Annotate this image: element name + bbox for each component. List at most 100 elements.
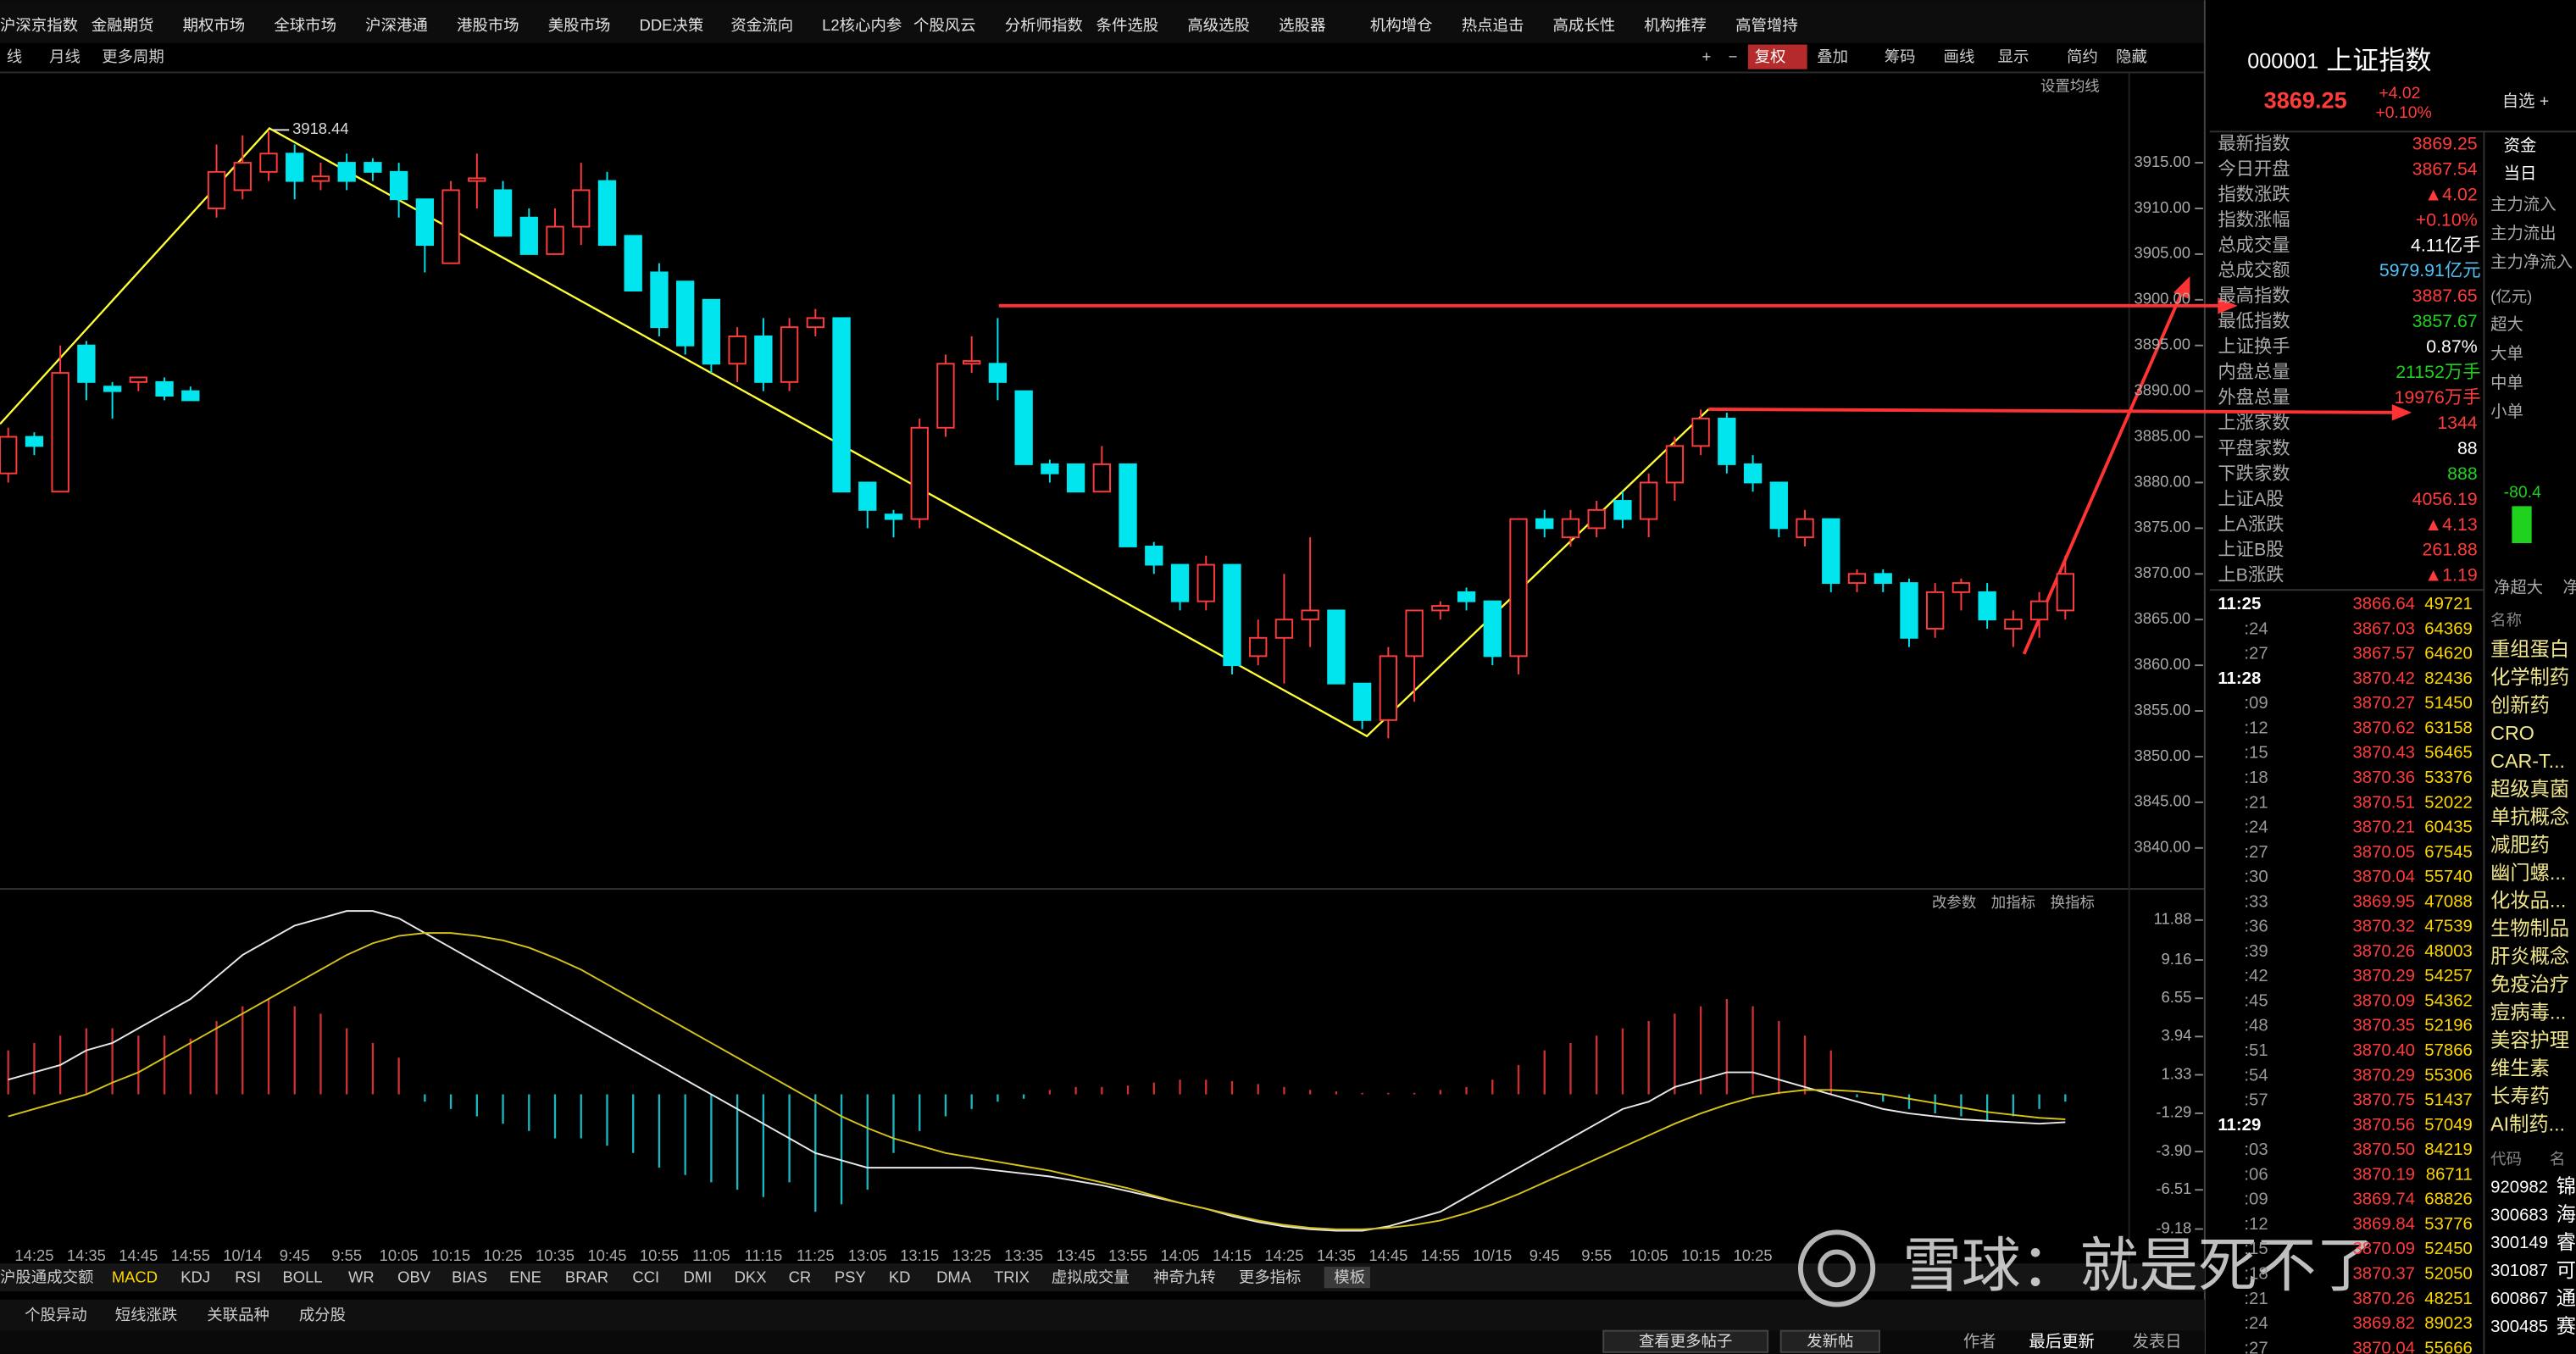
bottom-tab[interactable]: 个股异动 [25,1306,87,1323]
side-tab[interactable]: 资金 [2504,136,2537,155]
indicator-tab[interactable]: BRAR [565,1268,608,1285]
sector-name[interactable]: 生物制品 [2490,918,2569,940]
stock-code[interactable]: 300485 [2490,1318,2548,1336]
stock-code[interactable]: 300683 [2490,1206,2548,1224]
indicator-tab[interactable]: RSI [235,1268,261,1285]
tool-button[interactable]: + [1702,47,1712,65]
indicator-tab[interactable]: TRIX [994,1268,1030,1285]
menu-item[interactable]: 港股市场 [457,16,519,34]
stock-code[interactable]: 300149 [2490,1234,2548,1252]
sort-option[interactable]: 作者 [1963,1332,1996,1351]
menu-item[interactable]: 资金流向 [730,16,793,34]
bottom-tab[interactable]: 关联品种 [207,1306,269,1323]
sector-name[interactable]: 减肥药 [2490,834,2550,856]
stock-code[interactable]: 301087 [2490,1262,2548,1280]
sector-name[interactable]: 重组蛋白 [2490,638,2569,660]
stock-name[interactable]: 锦 [2557,1175,2576,1197]
tool-button[interactable]: − [1729,47,1738,65]
sector-name[interactable]: 创新药 [2490,694,2550,716]
indicator-tab[interactable]: WR [348,1268,375,1285]
indicator-tab[interactable]: PSY [835,1268,866,1285]
indicator-tool[interactable]: 加指标 [1991,894,2035,911]
indicator-tab[interactable]: CCI [632,1268,659,1285]
indicator-tab[interactable]: DMA [936,1268,972,1285]
sector-name[interactable]: AI制药... [2490,1113,2565,1135]
watchlist-button[interactable]: 自选 + [2502,92,2549,111]
sector-name[interactable]: CRO [2490,722,2534,744]
sort-option[interactable]: 最后更新 [2029,1332,2095,1351]
sector-name[interactable]: 化妆品... [2490,890,2566,912]
indicator-tab[interactable]: BOLL [282,1268,322,1285]
stock-name[interactable]: 睿 [2557,1231,2576,1253]
indicator-tab[interactable]: 沪股通成交额 [0,1268,93,1285]
menu-item[interactable]: 机构推荐 [1644,16,1707,34]
ma-setting[interactable]: 设置均线 [2040,78,2100,95]
sector-name[interactable]: 超级真菌 [2490,778,2569,800]
indicator-tab[interactable]: 神奇九转 [1153,1268,1216,1285]
period-button[interactable]: 线 [7,47,22,65]
sort-option[interactable]: 发表日 [2133,1332,2182,1351]
indicator-tool[interactable]: 换指标 [2051,894,2095,911]
indicator-tab[interactable]: ENE [509,1268,541,1285]
indicator-tab[interactable]: 更多指标 [1239,1268,1302,1285]
stock-name[interactable]: 海 [2557,1203,2576,1225]
indicator-tab[interactable]: 虚拟成交量 [1052,1268,1130,1285]
indicator-tab[interactable]: 模板 [1334,1268,1365,1285]
menu-item[interactable]: DDE决策 [640,16,704,34]
indicator-tab[interactable]: MACD [112,1268,158,1285]
menu-item[interactable]: 高管增持 [1735,16,1798,34]
bottom-tab[interactable]: 短线涨跌 [115,1306,178,1323]
button-frame[interactable] [1779,1329,1880,1353]
sector-name[interactable]: 维生素 [2490,1057,2550,1079]
menu-item[interactable]: 沪深京指数 [0,16,78,34]
indicator-tab[interactable]: DMI [684,1268,713,1285]
sector-name[interactable]: 免疫治疗 [2490,974,2569,996]
menu-item[interactable]: 个股风云 [913,16,976,34]
tool-button[interactable]: 简约 [2067,47,2098,65]
side-tab[interactable]: 当日 [2504,164,2537,183]
menu-item[interactable]: 分析师指数 [1005,16,1083,34]
menu-item[interactable]: 高成长性 [1553,16,1616,34]
indicator-tab[interactable]: KD [889,1268,911,1285]
sector-name[interactable]: 化学制药 [2490,666,2569,688]
tool-button[interactable]: 隐藏 [2116,47,2147,65]
stock-code[interactable]: 920982 [2490,1178,2548,1196]
tool-button[interactable]: 显示 [1998,47,2029,65]
active-tab[interactable] [1324,1267,1370,1289]
menu-item[interactable]: 金融期货 [92,16,154,34]
menu-item[interactable]: 热点追击 [1462,16,1524,34]
post-button[interactable]: 查看更多帖子 [1639,1332,1732,1350]
stock-name[interactable]: 可 [2557,1259,2576,1281]
indicator-tab[interactable]: OBV [397,1268,431,1285]
indicator-tab[interactable]: BIAS [452,1268,487,1285]
tool-button[interactable]: 叠加 [1817,47,1848,65]
bottom-tab[interactable]: 成分股 [299,1306,346,1323]
post-button[interactable]: 发新帖 [1807,1332,1853,1350]
sector-name[interactable]: 美容护理 [2490,1029,2569,1052]
menu-item[interactable]: 沪深港通 [365,16,428,34]
menu-item[interactable]: 机构增仓 [1370,16,1433,34]
sector-name[interactable]: 单抗概念 [2490,806,2569,828]
menu-item[interactable]: 期权市场 [183,16,246,34]
stock-code[interactable]: 600867 [2490,1290,2548,1308]
sector-name[interactable]: CAR-T... [2490,750,2565,772]
menu-item[interactable]: L2核心内参 [822,16,902,34]
tool-button[interactable]: 画线 [1944,47,1975,65]
tool-button[interactable]: 筹码 [1885,47,1916,65]
sector-name[interactable]: 长寿药 [2490,1085,2550,1107]
period-button[interactable]: 月线 [49,47,80,65]
sector-name[interactable]: 痘病毒... [2490,1002,2566,1024]
menu-item[interactable]: 全球市场 [274,16,336,34]
sector-name[interactable]: 幽门螺... [2490,862,2566,884]
active-button[interactable] [1747,44,1807,69]
indicator-tab[interactable]: KDJ [180,1268,210,1285]
menu-item[interactable]: 选股器 [1279,16,1325,34]
period-button[interactable]: 更多周期 [102,47,164,65]
button-frame[interactable] [1602,1329,1769,1353]
menu-item[interactable]: 条件选股 [1096,16,1159,34]
indicator-tab[interactable]: DKX [735,1268,767,1285]
menu-item[interactable]: 美股市场 [548,16,611,34]
tool-button[interactable]: 复权 [1755,47,1786,65]
sector-name[interactable]: 肝炎概念 [2490,946,2569,968]
menu-item[interactable]: 高级选股 [1187,16,1250,34]
